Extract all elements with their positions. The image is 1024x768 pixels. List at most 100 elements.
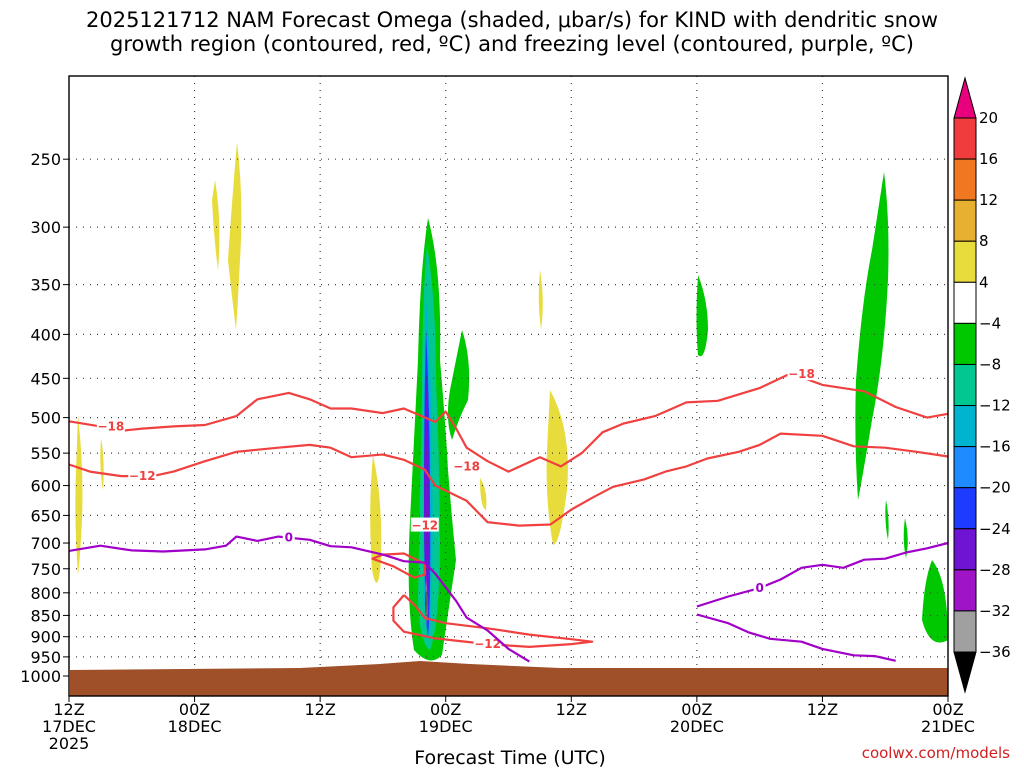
contour-label-bg (753, 580, 766, 595)
contour-label: −18 (788, 367, 815, 381)
colorbar-level-label: −8 (979, 355, 1001, 373)
y-tick-label: 900 (30, 628, 61, 647)
plot-frame (68, 75, 949, 697)
x-tick-label: 12Z (556, 700, 587, 719)
colorbar-swatch (953, 487, 977, 530)
contour-label: −12 (129, 469, 156, 483)
plot-border (68, 75, 949, 697)
y-tick-label: 950 (30, 648, 61, 667)
contour-line (68, 372, 949, 473)
colorbar-bottom-triangle (953, 651, 977, 694)
colorbar-level-label: −24 (979, 520, 1011, 538)
x-tick-label: 2025 (49, 734, 90, 753)
y-tick-label: 650 (30, 506, 61, 525)
terrain-fill (70, 661, 948, 696)
grid-lines (69, 76, 948, 696)
colorbar-level-label: −4 (979, 314, 1001, 332)
omega-shade-green (855, 172, 889, 500)
colorbar-level-label: −20 (979, 479, 1011, 497)
y-tick-label: 1000 (20, 667, 61, 686)
x-tick-label: 12Z (304, 700, 335, 719)
x-tick-label: 20DEC (670, 717, 724, 736)
colorbar-level-label: 8 (979, 232, 989, 250)
y-tick-label: 300 (30, 218, 61, 237)
x-tick-label: 17DEC (42, 717, 96, 736)
colorbar-swatch (953, 446, 977, 489)
temperature-contours: −18 −18 −18 −12 −12 −12 0 0 (68, 366, 949, 663)
colorbar-level-label: −36 (979, 643, 1011, 661)
omega-shade-yellow (75, 415, 83, 575)
y-tick-label: 850 (30, 606, 61, 625)
contour-label: −18 (97, 419, 124, 433)
omega-shade-yellow (100, 438, 104, 490)
colorbar-swatch (953, 117, 977, 160)
omega-shade-green (696, 275, 708, 357)
contour-label-bg (452, 458, 481, 473)
chart-title-line2: growth region (contoured, red, ºC) and f… (110, 32, 914, 56)
omega-shade-yellow (370, 455, 382, 583)
terrain-ground (70, 661, 948, 696)
contour-label: 0 (285, 531, 293, 545)
x-tick-label: 00Z (430, 700, 461, 719)
contour-label: −18 (453, 459, 480, 473)
colorbar-level-label: 4 (979, 273, 989, 291)
x-tick-label: 00Z (179, 700, 210, 719)
x-tick-label: 12Z (807, 700, 838, 719)
colorbar-swatch (953, 528, 977, 571)
colorbar-level-label: 20 (979, 109, 998, 127)
omega-shade-yellow (228, 142, 242, 330)
contour-label-bg (128, 468, 157, 483)
contour-line (392, 594, 594, 648)
colorbar-level-label: −12 (979, 397, 1011, 415)
y-tick-label: 700 (30, 534, 61, 553)
y-tick-label: 450 (30, 369, 61, 388)
omega-shade-green (903, 518, 908, 558)
x-tick-label: 00Z (932, 700, 963, 719)
chart-title-line1: 2025121712 NAM Forecast Omega (shaded, μ… (86, 8, 938, 32)
site-credit: coolwx.com/models (862, 744, 1010, 762)
colorbar-swatch (953, 610, 977, 653)
omega-shade-yellow (538, 270, 543, 330)
omega-shade-yellow (546, 390, 568, 545)
colorbar-swatch (953, 569, 977, 612)
contour-line (371, 552, 426, 579)
colorbar-level-label: 12 (979, 191, 998, 209)
colorbar-level-label: −32 (979, 602, 1011, 620)
omega-shade-yellow (480, 478, 487, 510)
colorbar-swatch (953, 281, 977, 324)
omega-colorbar: 20 16 12 8 4 −4 −8 −12 −16 −20 −24 −28 −32 −36 (953, 76, 1011, 694)
colorbar-level-label: 16 (979, 150, 998, 168)
omega-shade-green (885, 500, 889, 540)
y-tick-label: 600 (30, 477, 61, 496)
contour-label-bg (282, 529, 295, 544)
contour-label-bg (473, 636, 502, 651)
omega-shade-green (922, 560, 948, 643)
y-tick-label: 550 (30, 444, 61, 463)
contour-line (68, 535, 530, 663)
colorbar-swatch (953, 322, 977, 365)
y-tick-label: 400 (30, 325, 61, 344)
omega-shade-yellow (212, 180, 220, 270)
x-tick-label: 12Z (53, 700, 84, 719)
x-axis-label: Forecast Time (UTC) (414, 747, 605, 768)
colorbar-swatch (953, 363, 977, 407)
pressure-axis: 250 300 350 400 450 500 550 600 650 700 750 800 850 9… (20, 150, 69, 686)
contour-line (696, 613, 896, 662)
contour-label-bg (410, 517, 439, 532)
y-tick-label: 500 (30, 409, 61, 428)
colorbar-swatch (953, 158, 977, 201)
omega-shading (75, 142, 948, 661)
x-tick-label: 19DEC (419, 717, 473, 736)
contour-label-bg (787, 366, 816, 381)
contour-label: 0 (755, 581, 763, 595)
contour-label-bg (96, 418, 125, 433)
colorbar-swatch (953, 199, 977, 242)
colorbar-swatch (953, 405, 977, 448)
colorbar-top-triangle (953, 76, 977, 119)
y-tick-label: 350 (30, 276, 61, 295)
omega-shade-black (425, 588, 427, 618)
x-tick-label: 00Z (681, 700, 712, 719)
contour-label: −12 (411, 519, 438, 533)
